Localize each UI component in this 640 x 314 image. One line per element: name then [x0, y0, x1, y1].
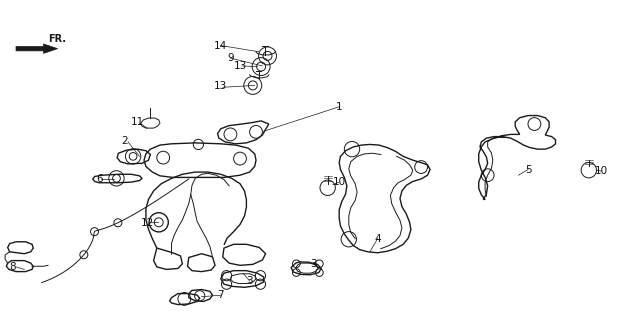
Text: 13: 13	[214, 81, 227, 91]
Text: 10: 10	[333, 177, 346, 187]
Text: 4: 4	[374, 234, 381, 244]
Text: 3: 3	[310, 259, 317, 269]
Text: 14: 14	[214, 41, 227, 51]
Text: 7: 7	[218, 290, 224, 300]
Text: 12: 12	[141, 218, 154, 228]
Text: 13: 13	[234, 61, 246, 71]
Text: 2: 2	[122, 136, 128, 146]
Text: 6: 6	[96, 174, 102, 184]
Text: 5: 5	[525, 165, 531, 175]
Text: 10: 10	[595, 166, 608, 176]
Text: 1: 1	[336, 102, 342, 112]
Text: 11: 11	[131, 117, 144, 127]
Polygon shape	[16, 44, 58, 53]
Text: 9: 9	[227, 53, 234, 63]
Text: 3: 3	[246, 276, 253, 286]
Text: FR.: FR.	[48, 34, 66, 44]
Text: 8: 8	[10, 262, 16, 272]
